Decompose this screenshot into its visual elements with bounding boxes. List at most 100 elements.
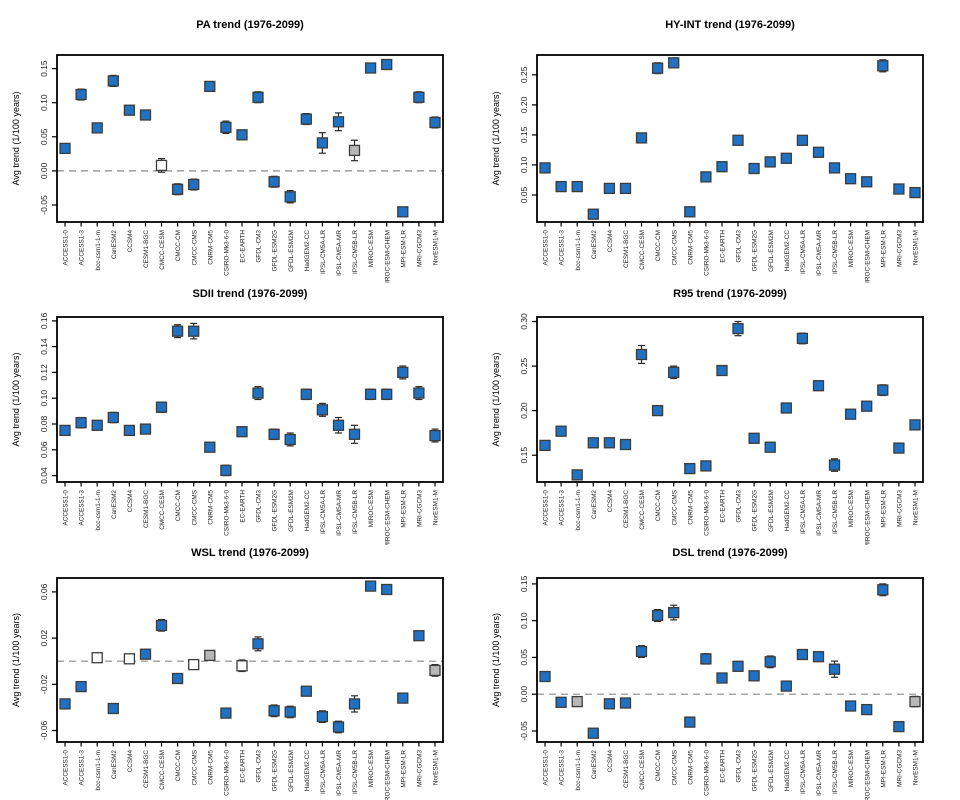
data-point [139,648,152,660]
x-tick-label: CESM1-BGC [143,230,150,268]
x-tick-label: CCSM4 [607,750,614,773]
x-tick-label: MIROC-ESM-CHEM [384,490,391,545]
data-point [828,162,841,174]
data-point [171,183,184,195]
data-point [316,404,329,416]
x-tick-label: CanESM2 [111,750,118,780]
data-point [909,695,921,708]
data-point [651,609,664,622]
x-tick-label: EC-EARTH [240,230,247,263]
x-tick-label: CMCC-CM [655,750,662,781]
x-tick-label: MIROC-ESM [368,230,375,267]
x-tick-label: CCSM4 [127,750,134,773]
plot-box [536,577,924,743]
x-tick-label: MIROC-ESM-CHEM [384,230,391,283]
x-tick-label: CanESM2 [111,230,118,260]
data-point [539,162,551,174]
data-point [59,698,71,710]
data-point [107,75,119,87]
y-tick-label: 0.25 [519,66,529,83]
x-tick-label: CNRM-CM5 [207,490,214,525]
data-point [220,707,232,719]
data-point [780,680,792,692]
x-tick-label: MIROC-ESM-CHEM [864,230,871,283]
x-tick-label: ACCESS1-0 [63,230,70,266]
data-point [732,660,744,672]
data-point [188,325,200,337]
data-point [300,113,312,125]
x-tick-label: MPI-ESM-LR [880,750,887,788]
x-tick-label: EC-EARTH [240,750,247,783]
data-point [603,437,616,449]
x-tick-label: CMCC-CMS [191,230,198,266]
x-tick-label: MIROC-ESM [848,490,855,527]
y-tick-label: 0.00 [39,162,49,179]
data-point [812,380,825,392]
data-point [268,705,280,717]
data-point [348,428,361,440]
x-tick-label: GFDL-CM3 [256,490,263,523]
x-tick-label: ACCESS1-0 [543,750,550,786]
x-tick-label: CMCC-CESM [159,230,166,270]
x-tick-label: CSIRO-Mk3-6-0 [224,490,231,536]
data-point [732,322,744,335]
data-point [571,695,583,708]
x-tick-label: GFDL-ESM2M [768,490,775,532]
data-point [555,696,567,708]
data-point [348,144,361,157]
data-point [700,653,712,665]
data-point [268,428,280,440]
x-tick-label: CCSM4 [607,490,614,513]
x-tick-label: CanESM2 [111,490,118,520]
data-point [397,366,409,379]
data-point [236,660,248,672]
x-tick-label: IPSL-CM5A-LR [800,230,807,274]
data-point [861,400,873,412]
chart-title: SDII trend (1976-2099) [193,288,308,300]
x-tick-label: IPSL-CM5B-LR [352,230,359,274]
panel-wsl-trend: WSL trend (1976-2099) -0.06 -0.02 0.02 0.06 A… [0,545,480,800]
data-point [893,442,905,454]
plot-box [56,577,444,743]
x-tick-label: CNRM-CM5 [687,490,694,525]
x-tick-label: CESM1-BGC [143,750,150,788]
x-tick-label: IPSL-CM5A-LR [800,750,807,794]
y-tick-label: 0.04 [39,467,49,484]
x-tick-label: ACCESS1-0 [543,490,550,526]
x-tick-label: EC-EARTH [720,230,727,263]
x-tick-label: CMCC-CM [655,230,662,261]
x-tick-label: ACCESS1-0 [63,490,70,526]
y-tick-label: 0.00 [519,686,529,703]
y-tick-label: 0.15 [519,447,529,464]
x-tick-label: MRI-CGCM3 [897,230,904,267]
x-tick-label: NorESM1-M [433,750,440,785]
chart-svg: DSL trend (1976-2099) -0.05 0.00 0.05 0.10 0.… [491,547,924,800]
y-tick-label: 0.10 [39,390,49,407]
x-tick-label: IPSL-CM5A-LR [320,230,327,274]
data-point [123,104,136,116]
x-tick-label: MIROC-ESM-CHEM [864,490,871,545]
data-point [75,680,87,693]
data-point [828,663,841,675]
x-tick-label: CNRM-CM5 [207,230,214,265]
data-point [555,180,567,193]
x-tick-label: CMCC-CESM [639,230,646,270]
chart-title: HY-INT trend (1976-2099) [665,19,795,31]
x-tick-label: CSIRO-Mk3-6-0 [224,750,231,796]
x-tick-label: ACCESS1-3 [79,750,86,786]
data-point [764,156,776,168]
data-point [123,653,136,665]
y-tick-label: 0.05 [39,128,49,145]
data-point [300,685,312,697]
x-tick-label: CSIRO-Mk3-6-0 [704,750,711,796]
data-point [316,137,329,149]
y-axis-label: Avg trend (1/100 years) [11,353,21,447]
x-tick-label: GFDL-ESM2G [272,490,279,532]
data-point [539,670,551,683]
x-tick-label: MRI-CGCM3 [897,490,904,527]
data-point [651,404,664,417]
x-tick-label: bcc-csm1-1-m [95,750,102,790]
data-point [397,692,409,704]
chart-title: WSL trend (1976-2099) [191,547,309,559]
x-tick-label: IPSL-CM5B-LR [832,490,839,534]
